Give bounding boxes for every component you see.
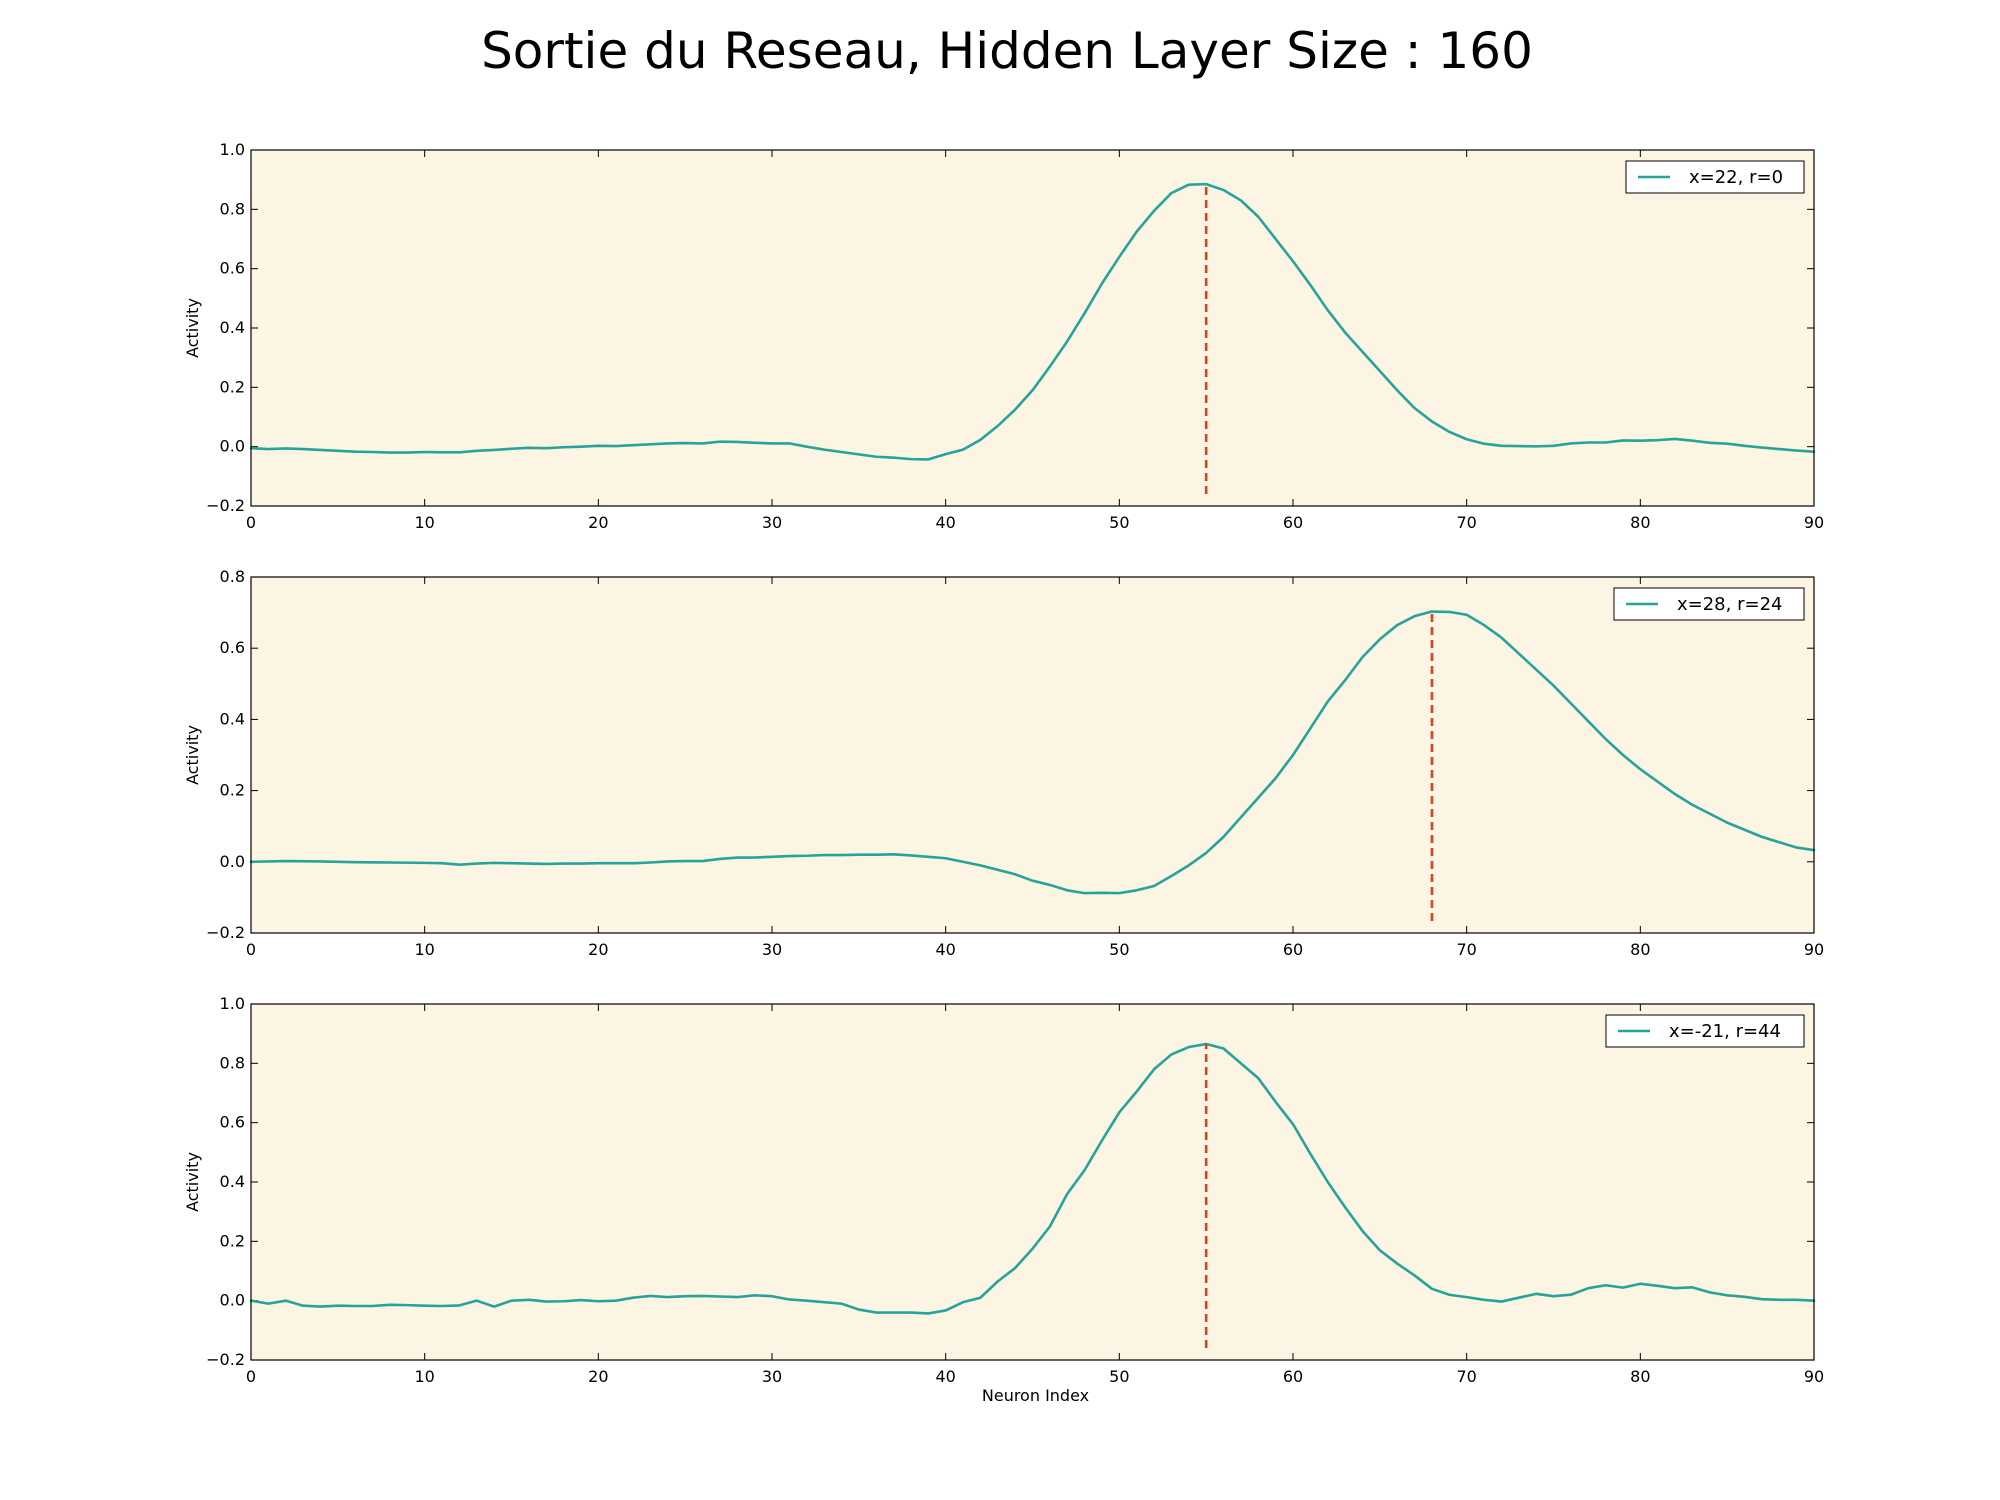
y-tick-label: 0.4 xyxy=(220,709,245,728)
y-tick-label: 0.0 xyxy=(220,1291,245,1310)
x-tick-label: 60 xyxy=(1283,513,1303,532)
y-tick-label: 0.4 xyxy=(220,318,245,337)
x-tick-label: 0 xyxy=(246,513,256,532)
y-tick-label: 1.0 xyxy=(220,994,245,1013)
x-tick-label: 50 xyxy=(1109,1367,1129,1386)
x-tick-label: 40 xyxy=(935,513,955,532)
figure-title: Sortie du Reseau, Hidden Layer Size : 16… xyxy=(481,22,1533,80)
y-tick-label: 0.6 xyxy=(220,259,245,278)
series-line-1 xyxy=(249,1042,1816,1315)
x-tick-label: 80 xyxy=(1630,940,1650,959)
x-tick-label: 80 xyxy=(1630,1367,1650,1386)
x-tick-label: 0 xyxy=(246,940,256,959)
series-line-1 xyxy=(249,182,1816,461)
y-tick-label: 0.0 xyxy=(220,437,245,456)
y-axis-label: Activity xyxy=(183,725,202,785)
subplot-3: 0 10 20 30 40 50 60 70 80 90 −0.2 0.0 0.2 0.4 0.6 0.8 1.… xyxy=(183,994,1824,1405)
subplot-1: 0 10 20 30 40 50 60 70 80 90 −0.2 0.0 0.2 0.4 0.6 0.8 1.… xyxy=(183,140,1824,532)
x-tick-label: 50 xyxy=(1109,513,1129,532)
x-tick-label: 90 xyxy=(1804,940,1824,959)
x-tick-label: 10 xyxy=(414,1367,434,1386)
plot-frame xyxy=(250,1003,1815,1361)
x-tick-label: 20 xyxy=(588,1367,608,1386)
y-tick-label: 0.2 xyxy=(220,1231,245,1250)
y-tick-label: 0.8 xyxy=(220,1053,245,1072)
legend-entry: x=-21, r=44 xyxy=(1669,1021,1781,1042)
x-axis-label: Neuron Index xyxy=(982,1386,1089,1405)
series-line-1 xyxy=(249,610,1816,895)
x-tick-label: 70 xyxy=(1456,940,1476,959)
y-tick-label: −0.2 xyxy=(206,496,245,515)
x-tick-label: 70 xyxy=(1456,1367,1476,1386)
x-tick-label: 0 xyxy=(246,1367,256,1386)
plot-background xyxy=(251,1004,1814,1360)
x-tick-label: 20 xyxy=(588,940,608,959)
y-tick-label: −0.2 xyxy=(206,923,245,942)
plot-background xyxy=(251,150,1814,506)
legend: x=22, r=0 xyxy=(1625,160,1805,194)
y-tick-label: 0.4 xyxy=(220,1172,245,1191)
plot-frame xyxy=(250,576,1815,934)
plot-background xyxy=(251,577,1814,933)
x-tick-label: 40 xyxy=(935,940,955,959)
x-tick-label: 80 xyxy=(1630,513,1650,532)
charts-area: 0 10 20 30 40 50 60 70 80 90 −0.2 0.0 0.2 0.4 0.6 0.8 1.… xyxy=(183,140,1824,1405)
x-tick-label: 90 xyxy=(1804,513,1824,532)
x-tick-label: 30 xyxy=(762,1367,782,1386)
x-tick-label: 20 xyxy=(588,513,608,532)
x-tick-label: 60 xyxy=(1283,940,1303,959)
x-tick-label: 30 xyxy=(762,513,782,532)
y-tick-label: 0.8 xyxy=(220,567,245,586)
y-tick-label: −0.2 xyxy=(206,1350,245,1369)
x-tick-label: 50 xyxy=(1109,940,1129,959)
y-tick-label: 0.2 xyxy=(220,781,245,800)
x-tick-label: 60 xyxy=(1283,1367,1303,1386)
y-tick-label: 0.2 xyxy=(220,377,245,396)
y-tick-label: 1.0 xyxy=(220,140,245,159)
x-tick-label: 30 xyxy=(762,940,782,959)
x-tick-label: 10 xyxy=(414,940,434,959)
y-tick-label: 0.0 xyxy=(220,852,245,871)
legend: x=28, r=24 xyxy=(1613,587,1805,621)
y-tick-label: 0.6 xyxy=(220,1113,245,1132)
y-tick-label: 0.6 xyxy=(220,638,245,657)
y-tick-label: 0.8 xyxy=(220,199,245,218)
subplot-2: 0 10 20 30 40 50 60 70 80 90 −0.2 0.0 0.2 0.4 0.6 0.8 Ac… xyxy=(183,567,1824,959)
plot-frame xyxy=(250,149,1815,507)
legend-entry: x=22, r=0 xyxy=(1689,167,1783,188)
x-tick-label: 70 xyxy=(1456,513,1476,532)
legend: x=-21, r=44 xyxy=(1605,1014,1805,1048)
legend-entry: x=28, r=24 xyxy=(1677,594,1782,615)
x-tick-label: 10 xyxy=(414,513,434,532)
x-tick-label: 40 xyxy=(935,1367,955,1386)
y-axis-label: Activity xyxy=(183,1152,202,1212)
x-tick-label: 90 xyxy=(1804,1367,1824,1386)
y-axis-label: Activity xyxy=(183,298,202,358)
